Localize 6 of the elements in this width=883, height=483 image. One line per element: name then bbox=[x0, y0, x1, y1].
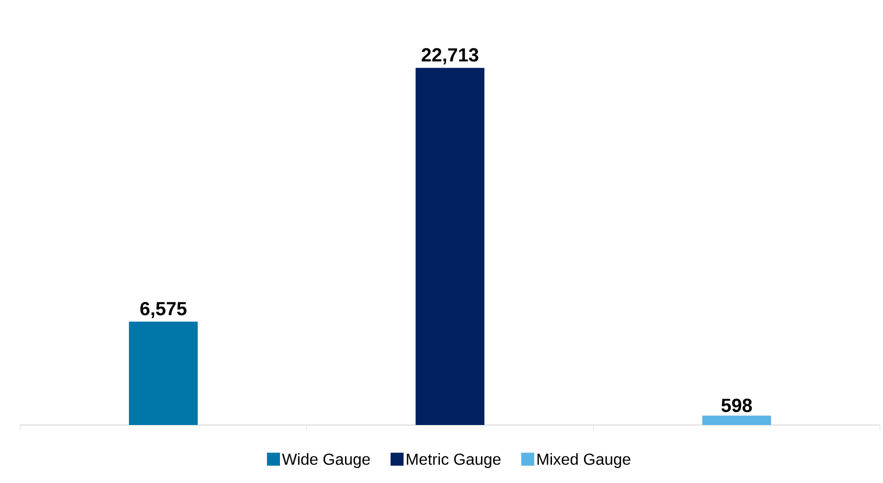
data-label: 22,713 bbox=[422, 48, 478, 64]
data-label: 6,575 bbox=[140, 302, 186, 318]
data-label: 598 bbox=[721, 398, 752, 412]
legend-label: Mixed Gauge bbox=[538, 453, 630, 468]
legend-label: Wide Gauge bbox=[282, 453, 370, 468]
legend-label: Metric Gauge bbox=[406, 453, 501, 468]
